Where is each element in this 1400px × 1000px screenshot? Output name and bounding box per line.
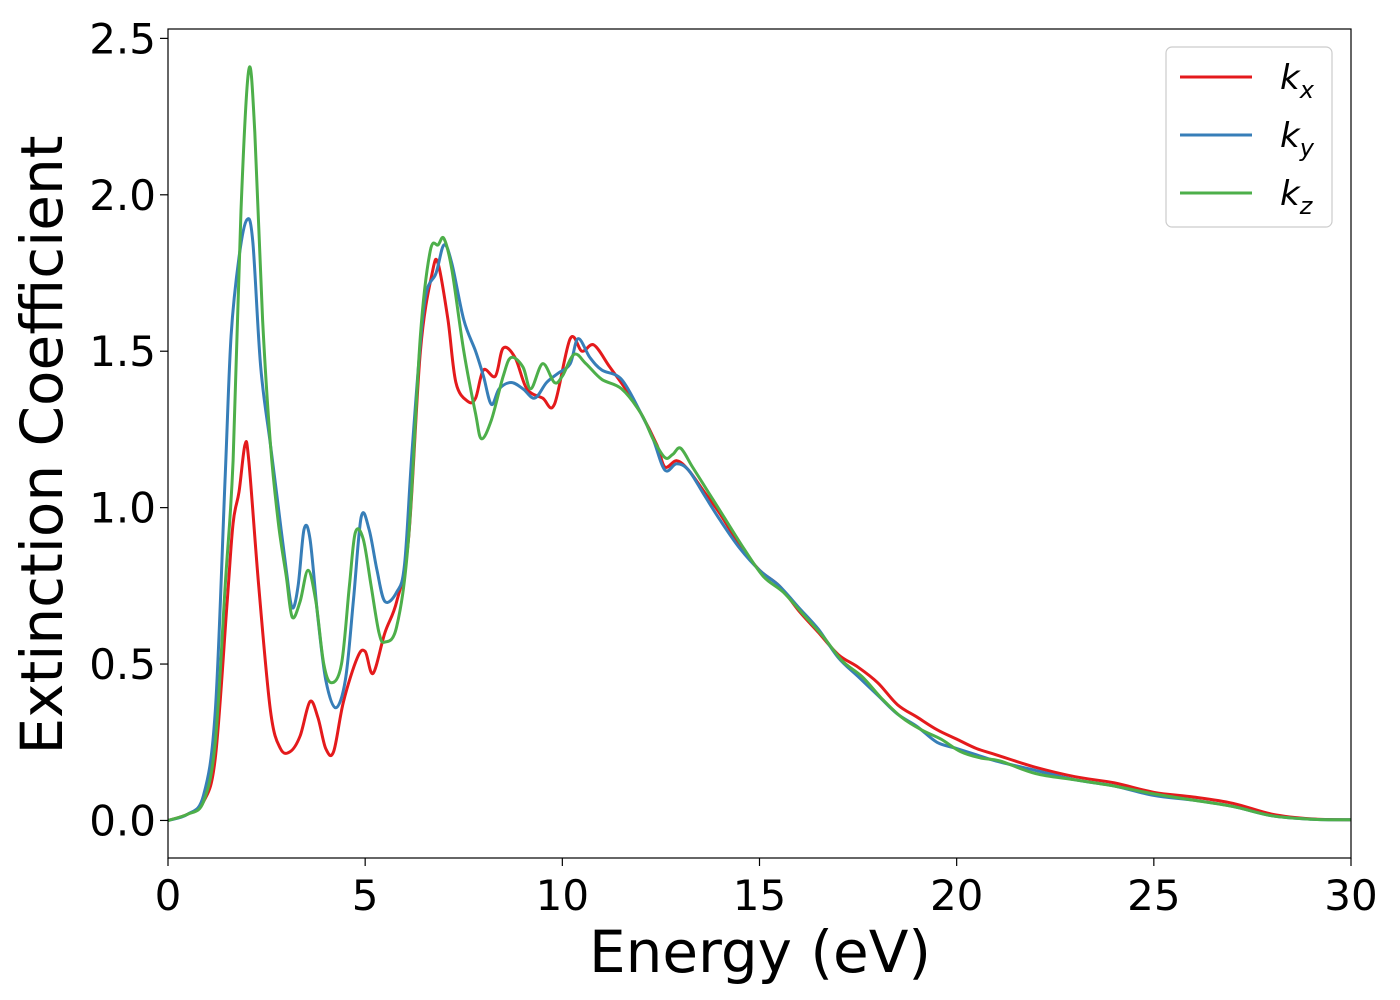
y-tick-label: 0.0 <box>89 796 156 845</box>
series-line-z <box>168 65 1351 822</box>
legend-label-y: ky <box>1280 116 1315 162</box>
y-tick-label: 0.5 <box>89 640 156 689</box>
legend-box <box>1165 46 1333 228</box>
x-tick-label: 5 <box>352 871 379 920</box>
y-tick-label: 1.5 <box>89 327 156 376</box>
x-tick-label: 25 <box>1127 871 1180 920</box>
y-tick-label: 1.0 <box>89 484 156 533</box>
series-line-y <box>168 217 1351 822</box>
series-line-x <box>168 257 1351 822</box>
x-tick-label: 30 <box>1324 871 1377 920</box>
x-tick-label: 20 <box>930 871 983 920</box>
x-tick-label: 10 <box>536 871 589 920</box>
y-tick-label: 2.5 <box>89 14 156 63</box>
legend-label-x: kx <box>1280 58 1315 104</box>
y-axis-label: Extinction Coefficient <box>8 136 76 755</box>
x-ticks: 0 5 10 15 20 25 30 <box>155 858 1378 920</box>
legend-label-z: kz <box>1280 174 1314 220</box>
y-tick-label: 2.0 <box>89 171 156 220</box>
x-tick-label: 15 <box>733 871 786 920</box>
series-lines <box>168 65 1351 822</box>
x-tick-label: 0 <box>155 871 182 920</box>
x-axis-label: Energy (eV) <box>589 918 931 986</box>
legend: kx ky kz <box>1165 46 1333 228</box>
y-ticks: 0.0 0.5 1.0 1.5 2.0 2.5 <box>89 14 168 845</box>
